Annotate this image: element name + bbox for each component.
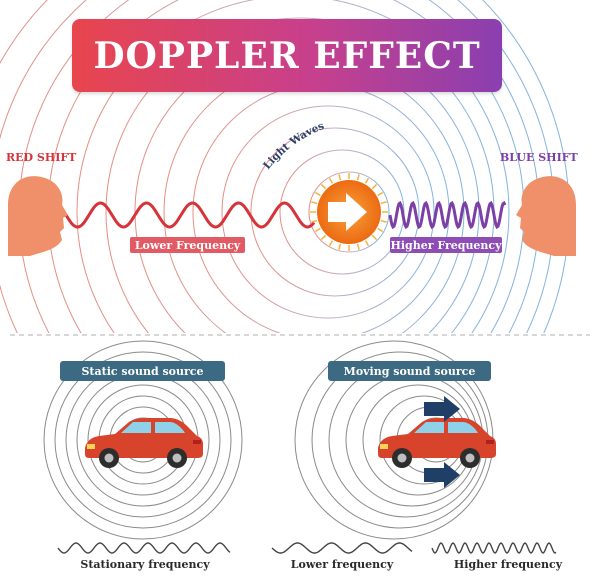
light-waves-label: Light Waves [261,120,326,172]
stationary-frequency-wave [57,542,231,554]
higher-frequency-label: Higher frequency [453,558,563,571]
observer-left-head-icon [8,176,68,256]
lower-frequency-wave [271,542,413,554]
light-source-icon [310,173,388,251]
blue-shift-wave [388,200,507,230]
arrow-lower-icon [424,462,460,488]
light-wave-ring [221,105,435,319]
stationary-frequency-label: Stationary frequency [80,558,210,571]
moving-source-label: Moving sound source [328,361,491,381]
light-wave-ring [250,127,420,297]
static-source-label: Static sound source [60,361,225,381]
moving-car-icon [378,418,496,468]
red-shift-label: RED SHIFT [6,151,77,164]
light-wave-ring [308,171,390,253]
light-wave-ring [76,0,510,333]
observer-right-head-icon [516,176,576,256]
blue-shift-label: BLUE SHIFT [500,151,578,164]
title-banner: DOPPLER EFFECT [72,19,502,92]
static-car-icon [85,418,203,468]
sound-ring [43,340,243,540]
lower-frequency-tag: Lower Frequency [130,237,245,253]
arrow-upper-icon [424,396,460,422]
sound-ring [54,351,232,529]
lower-frequency-label: Lower frequency [290,558,394,571]
light-wave-ring [279,149,405,275]
page-title: DOPPLER EFFECT [93,34,481,77]
higher-frequency-wave [431,542,557,554]
higher-frequency-tag: Higher Frequency [390,237,502,253]
red-shift-wave [64,201,316,229]
